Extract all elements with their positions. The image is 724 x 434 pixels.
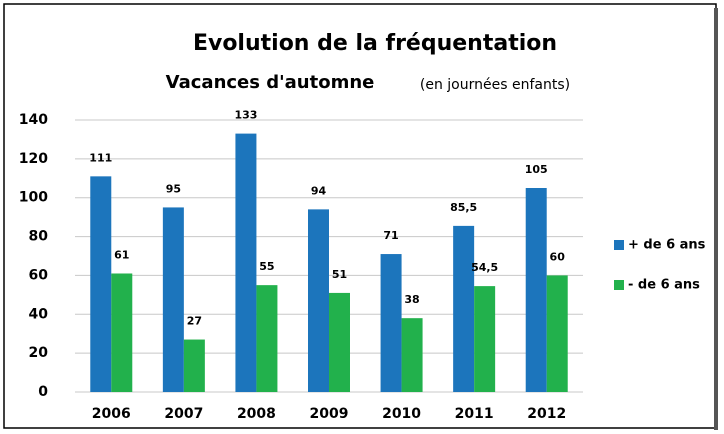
y-tick-label: 40 — [29, 306, 49, 322]
y-tick-label: 60 — [29, 267, 49, 283]
legend-label: + de 6 ans — [628, 238, 706, 253]
x-tick-label: 2010 — [382, 406, 421, 422]
bar — [183, 339, 205, 392]
bar — [90, 176, 112, 392]
value-label: 85,5 — [450, 201, 477, 214]
y-tick-label: 140 — [19, 112, 48, 128]
bar — [546, 275, 568, 392]
value-label: 54,5 — [471, 261, 498, 274]
x-tick-label: 2006 — [92, 406, 131, 422]
value-label: 61 — [114, 248, 129, 261]
bar — [401, 318, 423, 392]
chart-title: Evolution de la fréquentation — [193, 31, 557, 56]
x-tick-label: 2011 — [455, 406, 494, 422]
bar — [308, 209, 329, 392]
legend-swatch — [614, 240, 624, 250]
bar — [380, 254, 402, 392]
y-tick-label: 20 — [29, 345, 49, 361]
value-label: 133 — [234, 109, 257, 122]
x-tick-label: 2009 — [310, 406, 349, 422]
value-label: 51 — [332, 268, 347, 281]
bar — [256, 285, 278, 392]
value-label: 105 — [525, 163, 548, 176]
y-tick-label: 80 — [29, 229, 49, 245]
bar — [453, 225, 475, 392]
bar — [329, 292, 350, 392]
value-label: 111 — [89, 151, 112, 164]
y-tick-label: 100 — [19, 190, 48, 206]
bar — [474, 286, 496, 392]
bar — [235, 133, 257, 392]
value-label: 71 — [383, 229, 398, 242]
bar — [111, 273, 133, 392]
legend-label: - de 6 ans — [628, 278, 700, 293]
bar — [162, 207, 184, 392]
x-tick-label: 2012 — [527, 406, 566, 422]
value-label: 55 — [259, 260, 274, 273]
value-label: 27 — [187, 315, 202, 328]
x-tick-label: 2007 — [164, 406, 203, 422]
chart-subtitle: Vacances d'automne — [166, 72, 375, 93]
value-label: 94 — [311, 184, 327, 197]
y-tick-label: 120 — [19, 151, 48, 167]
chart-subtitle-note: (en journées enfants) — [420, 77, 570, 93]
y-tick-label: 0 — [38, 384, 48, 400]
x-tick-label: 2008 — [237, 406, 276, 422]
value-label: 60 — [550, 250, 566, 263]
legend-swatch — [614, 280, 624, 290]
value-label: 95 — [166, 182, 181, 195]
bar — [525, 188, 547, 392]
value-label: 38 — [404, 293, 419, 306]
